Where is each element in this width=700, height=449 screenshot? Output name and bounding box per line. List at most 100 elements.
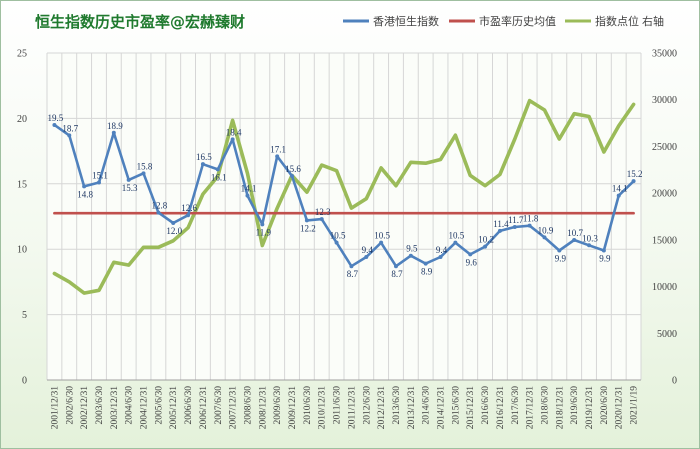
x-tick-label: 2006/12/31 — [199, 386, 209, 430]
pe-data-label: 17.1 — [270, 144, 286, 154]
pe-data-point — [245, 193, 250, 198]
axes: 0 5 10 15 20 25 0 5000 10000 15000 20000 25000 30000… — [17, 49, 677, 430]
y-left-tick-label: 10 — [17, 245, 27, 256]
pe-data-point — [304, 218, 309, 223]
pe-data-label: 15.8 — [137, 161, 153, 171]
chart-title: 恒生指数历史市盈率@宏赫臻财 — [35, 13, 245, 31]
x-tick-label: 2005/12/31 — [169, 386, 179, 430]
x-tick-label: 2007/6/30 — [214, 386, 224, 425]
pe-data-point — [497, 228, 502, 233]
pe-data-point — [616, 193, 621, 198]
pe-data-label: 10.9 — [538, 225, 554, 235]
x-tick-label: 2020/12/31 — [615, 386, 625, 430]
pe-data-label: 9.4 — [436, 245, 448, 255]
x-tick-label: 2018/12/31 — [555, 386, 565, 430]
x-tick-label: 2012/6/30 — [362, 386, 372, 425]
y-left-tick-label: 0 — [22, 376, 27, 387]
pe-data-point — [453, 240, 458, 245]
pe-data-label: 14.1 — [612, 184, 628, 194]
pe-data-label: 10.5 — [374, 231, 390, 241]
x-tick-label: 2017/6/30 — [511, 386, 521, 425]
pe-data-label: 9.5 — [406, 244, 418, 254]
pe-data-label: 11.9 — [256, 227, 272, 237]
pe-data-point — [171, 221, 176, 226]
data-labels: 19.518.7 14.8 15.1 18.9 15.3 15.8 12.8 12.0 12.6… — [48, 113, 643, 279]
pe-data-point — [260, 222, 265, 227]
y-right-tick-label: 15000 — [652, 235, 677, 246]
pe-data-label: 16.1 — [211, 172, 227, 182]
pe-data-point — [52, 122, 57, 127]
x-tick-label: 2014/6/30 — [422, 386, 432, 425]
pe-data-point — [631, 179, 636, 184]
pe-data-label: 12.3 — [315, 207, 331, 217]
pe-data-label: 11.8 — [523, 214, 539, 224]
pe-data-label: 19.5 — [48, 113, 64, 123]
pe-data-label: 12.2 — [300, 223, 316, 233]
pe-data-point — [319, 217, 324, 222]
pe-data-point — [111, 130, 116, 135]
pe-data-label: 14.1 — [241, 184, 257, 194]
pe-data-point — [230, 137, 235, 142]
pe-data-point — [215, 167, 220, 172]
y-left-tick-label: 25 — [17, 49, 27, 60]
x-tick-label: 2002/6/30 — [65, 386, 75, 425]
y-right-tick-label: 35000 — [652, 49, 677, 60]
pe-data-point — [587, 243, 592, 248]
x-tick-label: 2003/6/30 — [95, 386, 105, 425]
x-tick-label: 2008/12/31 — [258, 386, 268, 430]
grid — [46, 52, 642, 381]
y-right-tick-label: 0 — [672, 376, 677, 387]
x-tick-label: 2019/12/31 — [585, 386, 595, 430]
pe-data-label: 18.4 — [226, 127, 242, 137]
pe-data-point — [601, 248, 606, 253]
x-tick-label: 2009/12/31 — [288, 386, 298, 430]
pe-data-label: 10.5 — [449, 231, 465, 241]
y-left-tick-label: 20 — [17, 114, 27, 125]
pe-data-label: 10.7 — [567, 228, 583, 238]
pe-data-label: 8.9 — [421, 267, 433, 277]
x-tick-label: 2001/12/31 — [50, 386, 60, 430]
pe-data-point — [186, 213, 191, 218]
x-tick-label: 2007/12/31 — [229, 386, 239, 430]
pe-data-point — [527, 223, 532, 228]
y-right-tick-label: 25000 — [652, 142, 677, 153]
pe-data-point — [468, 252, 473, 257]
pe-data-label: 9.4 — [362, 245, 374, 255]
y-right-tick-label: 30000 — [652, 95, 677, 106]
pe-data-label: 10.3 — [582, 233, 598, 243]
pe-data-point — [512, 224, 517, 229]
x-tick-label: 2011/12/31 — [347, 386, 357, 429]
y-right-tick-label: 20000 — [652, 189, 677, 200]
pe-data-point — [572, 238, 577, 243]
pe-data-point — [334, 240, 339, 245]
x-tick-label: 2015/6/30 — [451, 386, 461, 425]
pe-data-point — [557, 248, 562, 253]
legend-label-pe-mean: 市盈率历史均值 — [479, 14, 556, 28]
legend: 香港恒生指数 市盈率历史均值 指数点位 右轴 — [343, 14, 664, 28]
legend-label-index-level: 指数点位 右轴 — [595, 14, 664, 28]
pe-data-point — [364, 255, 369, 260]
pe-data-point — [290, 173, 295, 178]
legend-label-hsi-pe: 香港恒生指数 — [373, 14, 439, 28]
pe-data-label: 11.4 — [493, 219, 509, 229]
pe-data-point — [275, 154, 280, 159]
x-tick-label: 2004/12/31 — [140, 386, 150, 430]
series-layer — [52, 98, 636, 295]
pe-data-label: 15.6 — [285, 164, 301, 174]
series-line-index-level — [52, 98, 636, 295]
x-tick-label: 2010/12/31 — [318, 386, 328, 430]
y-left-tick-label: 5 — [22, 310, 27, 321]
pe-data-point — [542, 235, 547, 240]
x-tick-label: 2016/12/31 — [496, 386, 506, 430]
x-tick-label: 2020/6/30 — [600, 386, 610, 425]
x-tick-label: 2013/6/30 — [392, 386, 402, 425]
pe-data-label: 16.5 — [196, 152, 212, 162]
pe-data-label: 15.1 — [92, 170, 108, 180]
x-tick-label: 2008/6/30 — [243, 386, 253, 425]
pe-data-label: 18.7 — [62, 123, 78, 133]
x-tick-label: 2004/6/30 — [125, 386, 135, 425]
x-tick-label: 2013/12/31 — [407, 386, 417, 430]
x-tick-label: 2017/12/31 — [526, 386, 536, 430]
